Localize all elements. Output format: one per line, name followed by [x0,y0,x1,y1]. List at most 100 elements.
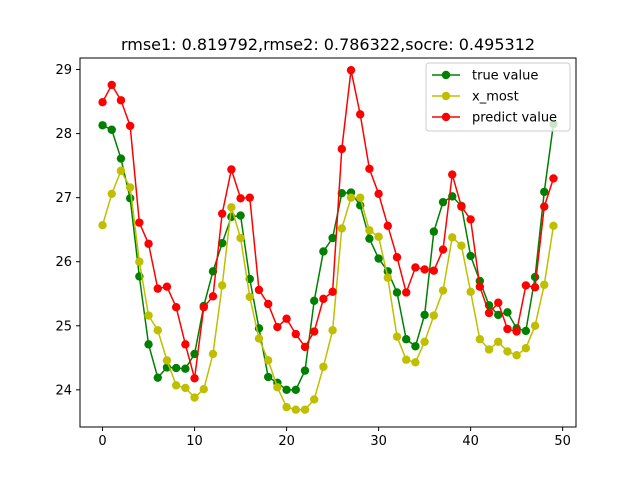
y-tick-label: 25 [55,319,72,334]
plot-area [98,65,558,414]
y-tick-label: 29 [55,63,72,78]
data-point-predict-value [254,285,264,295]
data-point-predict-value [475,282,485,291]
data-point-predict-value [181,340,190,349]
legend-label-x-most: x_most [472,90,519,105]
data-point-true-value [181,364,190,373]
data-point-predict-value [310,327,319,336]
x-tick-label: 20 [278,434,295,449]
data-point-x-most [153,326,162,335]
legend-marker-predict-value [441,112,451,122]
data-point-x-most [512,351,521,360]
data-point-x-most [282,402,291,412]
data-point-predict-value [171,303,181,312]
data-point-predict-value [273,322,282,332]
data-point-predict-value [438,245,448,254]
data-point-x-most [300,405,310,414]
data-point-x-most [429,311,439,320]
data-point-x-most [494,337,503,346]
data-point-predict-value [411,263,420,272]
data-point-x-most [328,326,337,335]
data-point-x-most [162,356,172,365]
data-point-x-most [319,362,328,371]
data-point-predict-value [319,294,328,304]
plot-frame [79,57,577,428]
data-point-true-value [530,272,540,282]
data-point-predict-value [392,253,402,262]
x-tick-label: 40 [462,434,479,449]
data-point-true-value [374,254,383,263]
data-point-true-value [153,373,162,382]
data-point-predict-value [217,209,227,218]
data-point-true-value [263,372,273,382]
data-point-x-most [310,395,319,404]
data-point-x-most [521,344,531,353]
data-point-x-most [383,273,393,282]
data-point-predict-value [429,266,439,275]
data-point-predict-value [208,292,218,301]
data-point-true-value [328,233,337,243]
data-point-predict-value [236,194,245,203]
y-tick-label: 24 [55,383,72,398]
data-point-predict-value [328,287,337,297]
legend-marker-true-value [441,70,451,80]
y-tick-label: 28 [55,127,72,142]
data-point-predict-value [549,174,558,183]
data-point-predict-value [346,65,356,75]
data-point-x-most [291,405,300,414]
data-point-x-most [199,385,208,394]
data-point-true-value [171,363,181,373]
data-point-predict-value [494,298,503,307]
data-point-predict-value [420,265,429,274]
data-point-x-most [503,347,512,356]
data-point-x-most [236,233,245,243]
data-point-predict-value [374,189,383,199]
data-point-predict-value [162,282,172,291]
data-point-true-value [411,342,420,351]
data-point-predict-value [503,324,512,334]
data-point-predict-value [484,308,494,318]
data-point-true-value [503,308,512,317]
data-point-predict-value [116,96,126,105]
data-point-true-value [125,194,135,203]
data-point-predict-value [448,170,457,179]
data-point-predict-value [98,98,107,107]
data-point-x-most [125,183,135,192]
x-tick-label: 30 [370,434,387,449]
data-point-x-most [337,224,346,233]
data-point-predict-value [263,299,273,309]
data-point-predict-value [135,218,144,227]
data-point-true-value [217,238,227,248]
data-point-predict-value [190,374,199,383]
data-point-true-value [98,121,107,130]
legend-label-true-value: true value [472,69,538,84]
data-point-true-value [521,326,531,336]
y-tick-label: 27 [55,191,72,206]
data-point-x-most [392,332,402,341]
data-point-true-value [540,187,549,197]
data-point-x-most [208,349,218,359]
data-point-predict-value [107,80,116,90]
data-point-predict-value [227,165,236,174]
data-point-true-value [365,234,374,243]
data-point-x-most [420,337,429,346]
data-point-x-most [135,257,144,266]
data-point-x-most [217,281,227,290]
x-tick-label: 10 [186,434,203,449]
data-point-x-most [190,393,199,402]
x-tick-label: 0 [98,434,106,449]
data-point-x-most [356,193,365,202]
data-point-predict-value [291,329,300,339]
data-point-x-most [484,345,494,354]
data-point-predict-value [282,314,291,323]
data-point-predict-value [337,144,346,154]
data-point-x-most [254,334,264,343]
data-point-x-most [107,189,116,199]
data-point-x-most [402,355,411,364]
data-point-predict-value [365,164,374,174]
data-point-true-value [144,340,153,349]
data-point-x-most [263,356,273,365]
data-point-x-most [530,321,540,330]
